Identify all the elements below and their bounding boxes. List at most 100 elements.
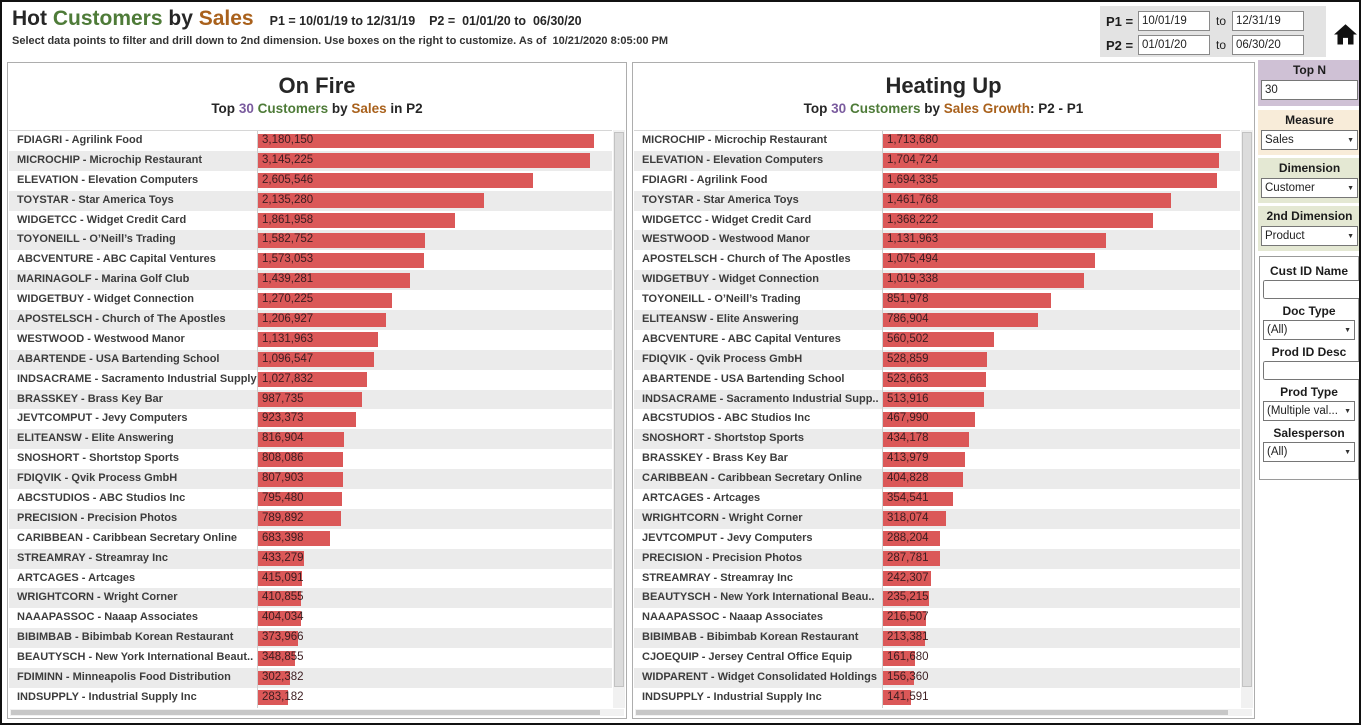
vertical-scrollbar-thumb[interactable] [614,132,624,687]
doc-type-select[interactable]: (All) ▼ [1263,320,1355,340]
bar-row[interactable]: JEVTCOMPUT - Jevy Computers 288,204 [634,528,1240,549]
bar[interactable] [258,173,534,189]
bar-row[interactable]: ARTCAGES - Artcages 354,541 [634,489,1240,509]
bar-row[interactable]: APOSTELSCH - Church of The Apostles 1,206… [9,310,612,330]
horizontal-scrollbar[interactable] [635,709,1252,716]
p2-start-input[interactable] [1138,35,1210,55]
bar-row[interactable]: ELITEANSW - Elite Answering 786,904 [634,310,1240,330]
bar[interactable] [258,252,425,268]
bar-row[interactable]: WIDGETBUY - Widget Connection 1,019,338 [634,270,1240,291]
home-icon[interactable] [1333,22,1358,47]
bar[interactable] [258,133,595,149]
bar[interactable] [258,292,393,308]
bar-row[interactable]: TOYONEILL - O’Neill’s Trading 1,582,752 [9,230,612,251]
vertical-scrollbar-thumb[interactable] [1242,132,1252,687]
bar-row[interactable]: BEAUTYSCH - New York International Beau.… [634,588,1240,609]
second-dimension-select[interactable]: Product ▼ [1261,226,1358,246]
bar[interactable] [258,213,455,228]
bar[interactable] [883,193,1172,209]
bar-row[interactable]: ABARTENDE - USA Bartending School 523,663 [634,369,1240,390]
prod-id-desc-input[interactable] [1263,361,1359,380]
bar[interactable] [883,392,985,407]
bar[interactable] [258,392,363,407]
bar-row[interactable]: WIDGETBUY - Widget Connection 1,270,225 [9,290,612,311]
bar-row[interactable]: TOYONEILL - O’Neill’s Trading 851,978 [634,290,1240,311]
bar-row[interactable]: FDIAGRI - Agrilink Food 3,180,150 [9,131,612,151]
measure-select[interactable]: Sales ▼ [1261,130,1358,150]
bar[interactable] [883,630,926,646]
bar[interactable] [258,352,374,368]
bar-row[interactable]: CJOEQUIP - Jersey Central Office Equip 16… [634,648,1240,669]
bar-row[interactable]: ELEVATION - Elevation Computers 1,704,724 [634,150,1240,171]
bar-row[interactable]: FDIQVIK - Qvik Process GmbH 528,859 [634,349,1240,370]
bar-row[interactable]: INDSUPPLY - Industrial Supply Inc 283,182 [9,687,612,708]
p2-end-input[interactable] [1232,35,1304,55]
bar[interactable] [883,590,930,606]
bar-row[interactable]: TOYSTAR - Star America Toys 1,461,768 [634,190,1240,211]
bar-row[interactable]: ELEVATION - Elevation Computers 2,605,546 [9,170,612,191]
bar-row[interactable]: ABCSTUDIOS - ABC Studios Inc 467,990 [634,409,1240,430]
bar[interactable] [258,551,304,567]
bar[interactable] [258,451,344,467]
bar-row[interactable]: SNOSHORT - Shortstop Sports 808,086 [9,449,612,470]
bar-row[interactable]: WIDGETCC - Widget Credit Card 1,368,222 [634,210,1240,231]
bar[interactable] [883,133,1221,149]
bar-row[interactable]: INDSACRAME - Sacramento Industrial Suppl… [9,369,612,390]
bar[interactable] [883,332,994,348]
bar[interactable] [883,451,965,467]
bar[interactable] [883,571,931,586]
bar-row[interactable]: WESTWOOD - Westwood Manor 1,131,963 [634,230,1240,251]
bar[interactable] [258,690,288,706]
bar[interactable] [883,511,946,527]
bar[interactable] [883,213,1153,228]
bar[interactable] [258,511,342,527]
bar-row[interactable]: STREAMRAY - Streamray Inc 242,307 [634,568,1240,589]
bar[interactable] [258,372,367,388]
bar[interactable] [883,232,1107,248]
horizontal-scrollbar-thumb[interactable] [11,710,601,715]
bar[interactable] [883,670,914,686]
p1-end-input[interactable] [1232,11,1304,31]
bar[interactable] [883,352,988,368]
bar-row[interactable]: FDIAGRI - Agrilink Food 1,694,335 [634,170,1240,191]
bar[interactable] [883,471,963,487]
bar-row[interactable]: JEVTCOMPUT - Jevy Computers 923,373 [9,409,612,430]
bar-row[interactable]: TOYSTAR - Star America Toys 2,135,280 [9,190,612,211]
bar[interactable] [258,630,298,646]
bar-row[interactable]: PRECISION - Precision Photos 287,781 [634,548,1240,569]
bar-row[interactable]: ABCSTUDIOS - ABC Studios Inc 795,480 [9,489,612,509]
horizontal-scrollbar-thumb[interactable] [636,710,1229,715]
cust-id-name-input[interactable] [1263,280,1359,299]
bar-row[interactable]: MARINAGOLF - Marina Golf Club 1,439,281 [9,270,612,291]
bar[interactable] [883,431,969,447]
bar-row[interactable]: STREAMRAY - Streamray Inc 433,279 [9,548,612,569]
bar[interactable] [258,590,302,606]
bar[interactable] [883,531,940,547]
bar[interactable] [883,153,1220,169]
bar[interactable] [258,491,343,507]
bar[interactable] [258,471,344,487]
bar[interactable] [883,690,911,706]
bar-row[interactable]: PRECISION - Precision Photos 789,892 [9,508,612,529]
bar-row[interactable]: WRIGHTCORN - Wright Corner 318,074 [634,508,1240,529]
bar-row[interactable]: APOSTELSCH - Church of The Apostles 1,075… [634,250,1240,271]
bar[interactable] [883,411,976,427]
bar[interactable] [883,372,987,388]
bar[interactable] [258,610,301,626]
bar-row[interactable]: FDIQVIK - Qvik Process GmbH 807,903 [9,469,612,490]
bar[interactable] [883,650,915,666]
bar[interactable] [883,252,1096,268]
bar-row[interactable]: NAAAPASSOC - Naaap Associates 216,507 [634,608,1240,629]
bar-row[interactable]: FDIMINN - Minneapolis Food Distribution 3… [9,668,612,688]
dimension-select[interactable]: Customer ▼ [1261,178,1358,198]
bar[interactable] [258,232,426,248]
vertical-scrollbar[interactable] [1241,130,1253,708]
bar-row[interactable]: BRASSKEY - Brass Key Bar 413,979 [634,449,1240,470]
bar-row[interactable]: BIBIMBAB - Bibimbab Korean Restaurant 213… [634,628,1240,649]
bar[interactable] [258,153,591,169]
bar[interactable] [258,332,378,348]
bar[interactable] [883,173,1218,189]
p1-start-input[interactable] [1138,11,1210,31]
bar[interactable] [883,491,953,507]
bar[interactable] [258,312,386,328]
